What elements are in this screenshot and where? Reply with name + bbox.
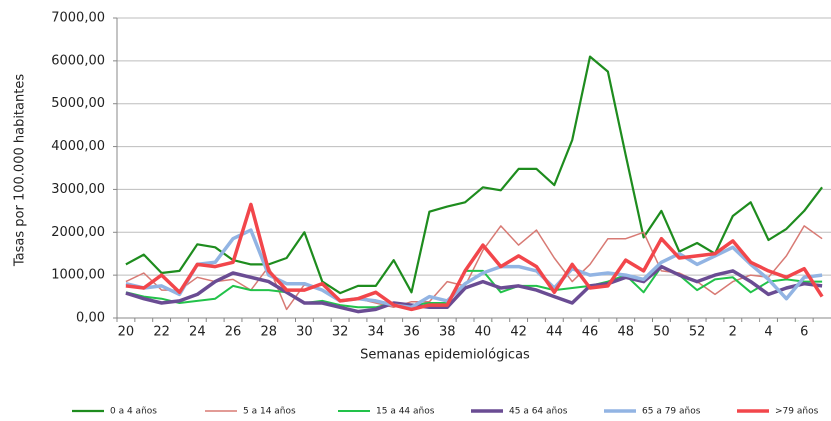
x-tick-label: 40 [475, 325, 492, 340]
y-axis-title: Tasas por 100.000 habitantes [13, 74, 28, 267]
x-tick-label: 30 [296, 325, 313, 340]
y-tick-label: 1000,00 [51, 268, 105, 283]
legend-label: 0 a 4 años [110, 407, 157, 417]
y-tick-label: 4000,00 [51, 139, 105, 154]
x-tick-label: 4 [764, 325, 772, 340]
x-tick-label: 2 [729, 325, 737, 340]
series-line [125, 55, 823, 295]
x-tick-label: 22 [153, 325, 170, 340]
legend-label: >79 años [775, 407, 819, 417]
x-tick-label: 52 [689, 325, 706, 340]
x-tick-label: 42 [510, 325, 527, 340]
y-tick-label: 0,00 [76, 311, 105, 326]
x-tick-label: 6 [800, 325, 808, 340]
x-tick-label: 38 [439, 325, 456, 340]
series-line [125, 225, 823, 311]
x-axis-title: Semanas epidemiológicas [360, 348, 530, 363]
x-tick-label: 26 [225, 325, 242, 340]
y-tick-label: 2000,00 [51, 225, 105, 240]
legend-label: 5 a 14 años [243, 407, 296, 417]
x-tick-label: 20 [118, 325, 135, 340]
x-tick-label: 24 [189, 325, 206, 340]
legend-label: 15 a 44 años [376, 407, 435, 417]
x-tick-label: 34 [368, 325, 385, 340]
legend-label: 65 a 79 años [642, 407, 701, 417]
y-tick-label: 5000,00 [51, 96, 105, 111]
y-tick-label: 7000,00 [51, 11, 105, 26]
x-tick-label: 44 [546, 325, 563, 340]
y-tick-label: 3000,00 [51, 182, 105, 197]
y-tick-label: 6000,00 [51, 53, 105, 68]
series-line [125, 264, 823, 314]
series-line [125, 202, 824, 312]
x-tick-label: 32 [332, 325, 349, 340]
series-line [125, 265, 823, 309]
x-tick-label: 36 [403, 325, 420, 340]
x-tick-label: 50 [653, 325, 670, 340]
legend-label: 45 a 64 años [509, 407, 568, 417]
x-tick-label: 48 [617, 325, 634, 340]
x-tick-label: 46 [582, 325, 599, 340]
x-tick-label: 28 [260, 325, 277, 340]
